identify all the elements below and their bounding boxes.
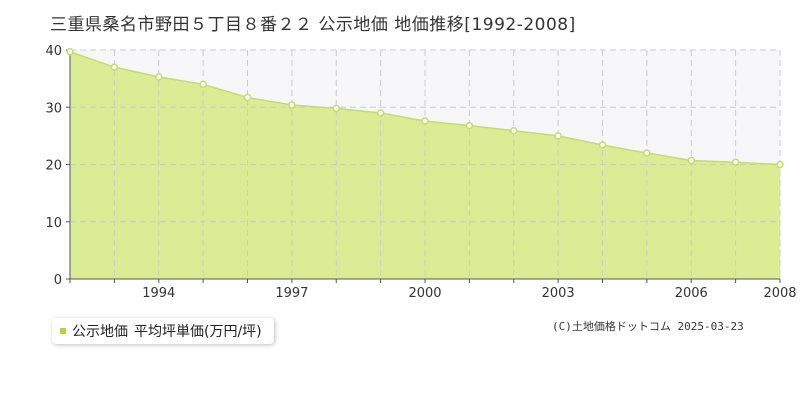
y-tick-label: 0 — [54, 273, 62, 288]
data-point — [155, 73, 163, 81]
copyright-text: (C)土地価格ドットコム 2025-03-23 — [552, 320, 744, 333]
data-point — [110, 63, 119, 71]
data-point — [66, 47, 74, 56]
y-tick-label: 40 — [45, 44, 62, 59]
x-tick-label: 1997 — [275, 286, 308, 301]
data-point — [421, 117, 429, 125]
x-tick-label: 2008 — [763, 286, 796, 301]
data-point — [554, 132, 562, 140]
chart-title: 三重県桑名市野田５丁目８番２２ 公示地価 地価推移[1992-2008] — [50, 15, 576, 35]
x-tick-label: 2003 — [542, 286, 575, 301]
legend-series-label: 公示地価 — [72, 324, 128, 340]
data-point — [199, 80, 207, 89]
y-tick-label: 20 — [45, 159, 62, 174]
data-point — [376, 109, 385, 117]
data-point — [731, 158, 740, 166]
legend-swatch — [60, 328, 66, 334]
data-point — [332, 104, 340, 113]
x-tick-label: 2006 — [675, 286, 708, 301]
legend[interactable]: 公示地価 平均坪単価(万円/坪) — [52, 318, 274, 344]
data-point — [465, 121, 474, 130]
x-tick-label: 1994 — [142, 286, 175, 301]
data-point — [243, 93, 252, 102]
data-point — [687, 156, 695, 165]
data-point — [510, 126, 518, 135]
y-tick-label: 10 — [45, 216, 62, 231]
x-tick-label: 2000 — [408, 286, 441, 301]
data-point — [776, 160, 784, 169]
y-tick-label: 30 — [45, 101, 62, 116]
legend-unit-label: 平均坪単価(万円/坪) — [134, 324, 262, 340]
data-point — [598, 141, 607, 149]
data-point — [643, 149, 651, 157]
data-point — [288, 101, 296, 109]
